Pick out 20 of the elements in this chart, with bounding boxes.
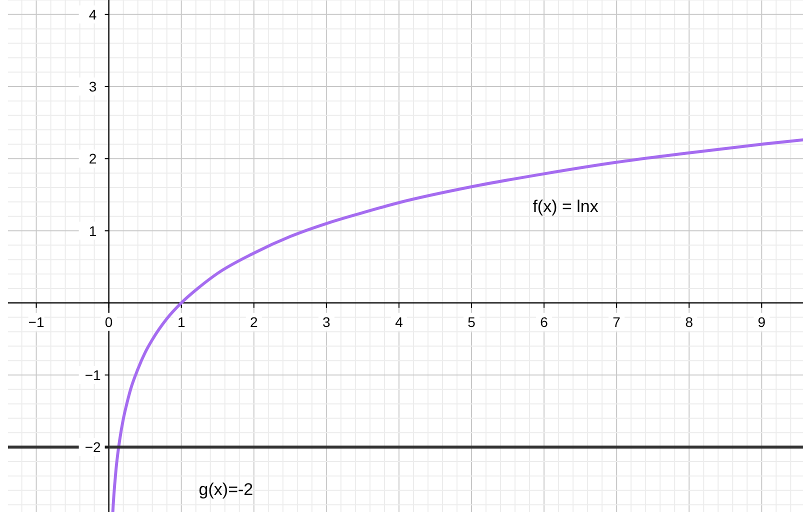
- y-tick-label: −2: [84, 439, 102, 456]
- x-tick-label: 7: [612, 314, 621, 330]
- x-tick-label: 6: [540, 314, 548, 330]
- x-tick-label: 5: [468, 314, 476, 330]
- y-tick-label: 3: [88, 78, 97, 95]
- x-tick-label: 0: [104, 314, 113, 330]
- series-label: f(x) = lnx: [532, 196, 599, 216]
- x-tick-label: −1: [28, 314, 44, 330]
- y-tick-label: 4: [88, 6, 97, 22]
- x-tick-label: 2: [250, 314, 258, 330]
- series-label: g(x)=-2: [198, 480, 254, 500]
- y-tick-label: 1: [88, 222, 97, 239]
- x-tick-label: 1: [177, 314, 186, 330]
- y-tick-label: −1: [84, 366, 102, 383]
- x-tick-label: 3: [322, 314, 331, 330]
- line-series: [111, 138, 803, 512]
- x-tick-label: 8: [685, 314, 694, 330]
- x-tick-label: 4: [395, 314, 404, 330]
- x-tick-label: 9: [758, 314, 766, 330]
- y-tick-label: 2: [88, 150, 97, 167]
